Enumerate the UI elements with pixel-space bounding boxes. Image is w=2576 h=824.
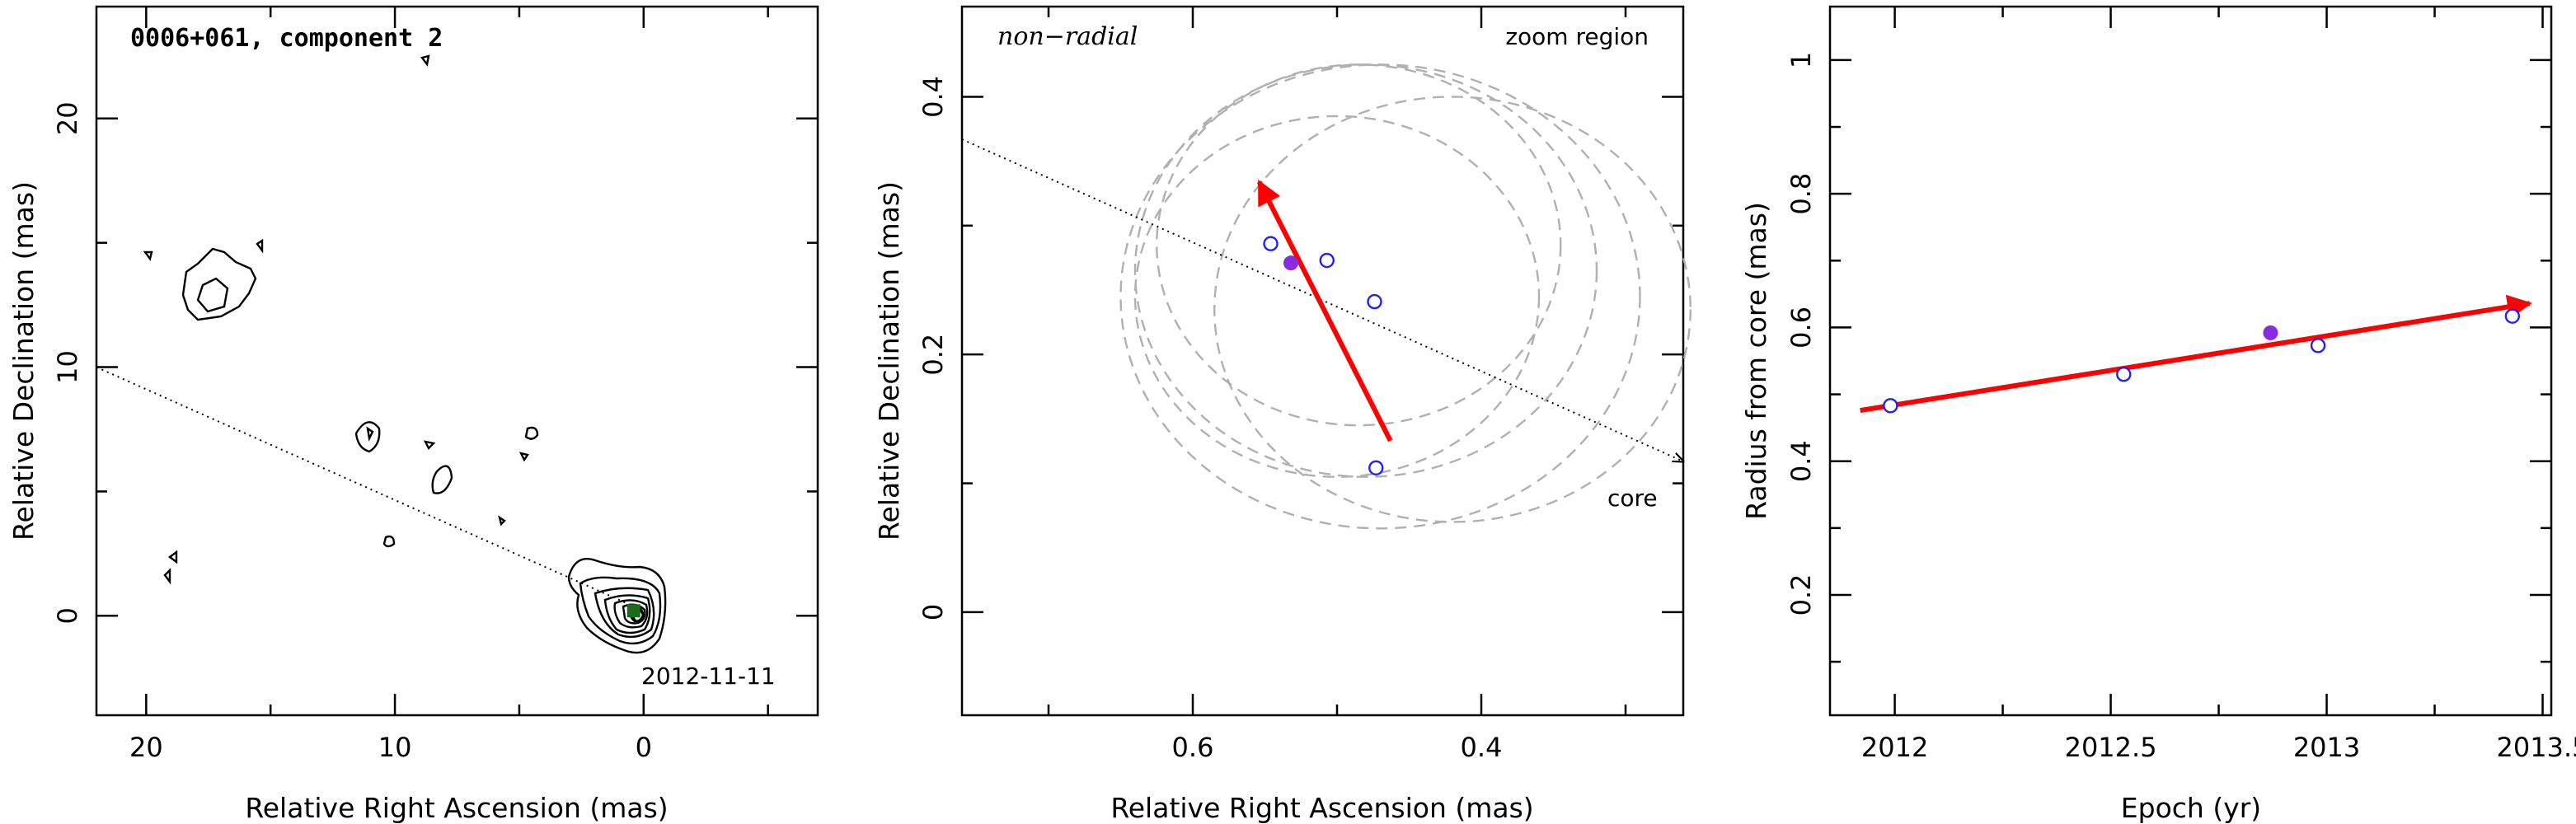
- panel1-xtick-label: 0: [636, 732, 652, 763]
- error-circle: [1119, 63, 1641, 530]
- panel1-direction-line: [96, 366, 645, 612]
- panel3-ytick-label: 0.4: [1785, 440, 1817, 482]
- panel2-xtick-label: 0.4: [1461, 732, 1503, 763]
- panel2-label-nonradial: non−radial: [997, 22, 1138, 51]
- panel1-ytick-label: 0: [52, 607, 83, 624]
- panel1-title: 0006+061, component 2: [130, 24, 443, 53]
- panel3-xlabel: Epoch (yr): [2121, 792, 2261, 824]
- panel2-points: [1263, 236, 1384, 475]
- panel1-date-label: 2012-11-11: [641, 662, 776, 690]
- panel3-xtick-label: 2013.5: [2497, 732, 2576, 763]
- contour-knot-3: [382, 535, 396, 548]
- contour-blob-large: [181, 247, 257, 321]
- panel-radius-vs-epoch: 2012 2012.5 2013 2013.5 0.2 0.4 0.6 0.8 1 Epoch …: [1740, 5, 2576, 824]
- panel3-ytick-label: 0.6: [1785, 307, 1817, 349]
- panel1-xtick-label: 20: [129, 732, 163, 763]
- panel2-ytick-label: 0.2: [917, 334, 949, 376]
- contour-knot-2: [431, 465, 453, 494]
- fit-arrow: [1860, 294, 2532, 414]
- velocity-arrow: [1256, 179, 1393, 442]
- panel2-label-core: core: [1607, 485, 1658, 512]
- open-point: [2310, 338, 2326, 353]
- error-circle: [1156, 63, 1562, 427]
- open-point: [1263, 236, 1279, 251]
- contour-knot-4: [524, 426, 539, 440]
- panel2-ylabel: Relative Declination (mas): [873, 181, 905, 541]
- panel1-contours: [143, 54, 667, 654]
- panel3-xtick-label: 2013: [2293, 732, 2360, 763]
- contour-knot-6: [423, 440, 436, 451]
- error-circle: [1213, 96, 1692, 523]
- panel2-xlabel: Relative Right Ascension (mas): [1110, 792, 1533, 824]
- panel2-ytick-label: 0.4: [917, 76, 949, 118]
- error-circle: [1133, 115, 1541, 478]
- panel3-ytick-label: 0.2: [1785, 574, 1817, 616]
- contour-knot-11: [163, 568, 171, 585]
- panel2-direction-line: [961, 138, 1683, 461]
- panel1-ticks: 20 10 0 0 10 20: [52, 7, 818, 763]
- open-point: [1367, 293, 1382, 310]
- panel1-core-marker: [626, 604, 640, 618]
- contour-core-1: [567, 558, 667, 654]
- contour-knot-7: [143, 250, 153, 261]
- panel3-frame: [1828, 5, 2553, 717]
- panel1-ylabel: Relative Declination (mas): [7, 181, 40, 541]
- core-component-marker: [626, 604, 640, 618]
- panel2-label-zoom-region: zoom region: [1505, 23, 1649, 50]
- panel1-ytick-label: 20: [52, 101, 83, 135]
- panel3-ytick-label: 0.8: [1785, 173, 1817, 215]
- open-point: [1368, 460, 1384, 475]
- contour-knot-5: [518, 452, 529, 462]
- panel3-xtick-label: 2012: [1861, 732, 1928, 763]
- panel2-ytick-label: 0: [917, 604, 949, 620]
- contour-knot-1-inner: [366, 426, 374, 442]
- panel2-error-circles: [1119, 63, 1692, 530]
- contour-core-2: [579, 576, 662, 645]
- contour-knot-12: [498, 515, 506, 527]
- panel3-ylabel: Radius from core (mas): [1740, 202, 1772, 520]
- panel1-xtick-label: 10: [378, 732, 412, 763]
- panel3-points: [1883, 308, 2521, 414]
- open-point: [2504, 308, 2521, 324]
- panel2-frame: [960, 5, 1685, 717]
- contour-knot-9: [420, 54, 430, 67]
- panel3-ytick-label: 1: [1785, 52, 1817, 68]
- open-point: [2116, 367, 2132, 382]
- panel-zoom-region: 0.6 0.4 0 0.2 0.4 non−radial zoom region cor…: [873, 5, 1692, 824]
- panel1-frame: [95, 5, 819, 717]
- filled-point: [1283, 255, 1298, 271]
- panel2-ticks: 0.6 0.4 0 0.2 0.4: [917, 7, 1683, 763]
- panel2-xtick-label: 0.6: [1172, 732, 1214, 763]
- contour-knot-1: [354, 421, 381, 453]
- open-point: [1319, 252, 1335, 269]
- contour-core-4: [603, 594, 651, 634]
- open-point: [1883, 398, 1898, 414]
- panel3-ticks: 2012 2012.5 2013 2013.5 0.2 0.4 0.6 0.8 1: [1785, 7, 2576, 763]
- contour-core-3: [594, 587, 655, 639]
- filled-point: [2263, 325, 2278, 340]
- contour-knot-8: [256, 238, 264, 254]
- contour-core-5: [613, 599, 649, 629]
- panel3-xtick-label: 2012.5: [2065, 732, 2157, 763]
- contour-knot-10: [168, 550, 178, 564]
- contour-blob-inner: [196, 277, 229, 313]
- panel1-xlabel: Relative Right Ascension (mas): [245, 792, 668, 824]
- panel1-ytick-label: 10: [52, 350, 83, 384]
